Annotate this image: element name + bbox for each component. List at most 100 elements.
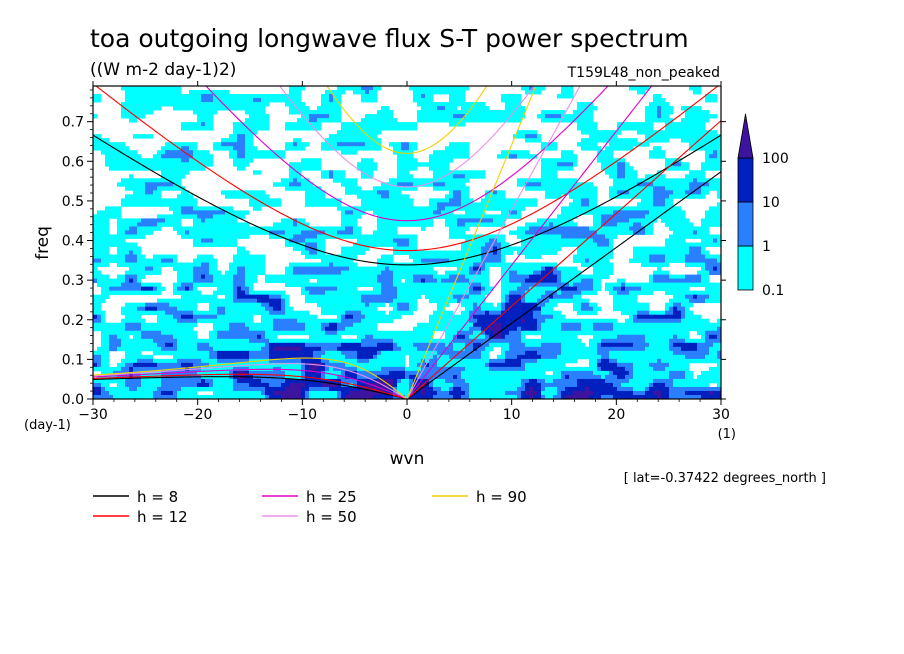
- power-cell: [677, 222, 682, 227]
- power-cell: [229, 146, 234, 151]
- power-cell: [389, 230, 394, 235]
- power-cell: [353, 146, 358, 151]
- power-cell: [169, 102, 174, 107]
- power-cell: [417, 278, 422, 284]
- power-cell: [525, 286, 530, 292]
- power-cell: [209, 110, 214, 115]
- power-cell: [277, 234, 282, 239]
- power-cell: [545, 270, 550, 275]
- power-cell: [153, 218, 158, 223]
- power-cell: [613, 190, 618, 195]
- power-cell: [249, 278, 254, 284]
- power-cell: [293, 94, 298, 99]
- power-cell: [605, 286, 610, 292]
- power-cell: [537, 230, 542, 235]
- power-cell: [661, 274, 666, 280]
- power-cell: [457, 230, 462, 235]
- power-cell: [105, 246, 110, 251]
- power-cell: [629, 166, 634, 171]
- power-cell: [237, 142, 242, 147]
- power-cell: [233, 266, 238, 271]
- power-cell: [177, 166, 182, 171]
- power-cell: [461, 218, 466, 223]
- power-cell: [413, 274, 418, 280]
- power-cell: [533, 298, 538, 304]
- power-cell: [101, 258, 106, 263]
- power-cell: [145, 162, 150, 167]
- power-cell: [149, 258, 154, 263]
- power-cell: [693, 242, 698, 247]
- power-cell: [437, 250, 442, 255]
- power-cell: [677, 210, 682, 215]
- power-cell: [257, 206, 262, 211]
- power-cell: [185, 266, 190, 271]
- power-cell: [273, 226, 278, 231]
- power-cell: [509, 198, 514, 203]
- power-cell: [241, 190, 246, 195]
- power-cell: [437, 162, 442, 167]
- power-cell: [249, 106, 254, 111]
- power-cell: [713, 138, 718, 143]
- power-cell: [401, 286, 406, 292]
- power-cell: [381, 194, 386, 199]
- power-cell: [161, 94, 166, 99]
- power-cell: [629, 290, 634, 296]
- power-cell: [145, 270, 150, 275]
- power-cell: [241, 154, 246, 159]
- power-cell: [177, 106, 182, 111]
- power-cell: [229, 286, 234, 292]
- power-cell: [693, 86, 698, 91]
- power-cell: [717, 154, 721, 159]
- power-cell: [245, 94, 250, 99]
- power-cell: [249, 198, 254, 203]
- power-cell: [689, 194, 694, 199]
- power-cell: [409, 158, 414, 163]
- power-cell: [241, 158, 246, 163]
- power-cell: [441, 102, 446, 107]
- power-cell: [641, 186, 646, 191]
- power-cell: [149, 226, 154, 231]
- power-cell: [185, 274, 190, 280]
- power-cell: [705, 218, 710, 223]
- power-cell: [389, 270, 394, 275]
- power-cell: [173, 178, 178, 183]
- power-cell: [601, 270, 606, 275]
- power-cell: [421, 278, 426, 284]
- power-cell: [617, 170, 622, 175]
- power-cell: [701, 162, 706, 167]
- power-cell: [537, 246, 542, 251]
- power-cell: [665, 290, 670, 296]
- power-cell: [341, 226, 346, 231]
- power-cell: [473, 206, 478, 211]
- power-cell: [297, 266, 302, 271]
- power-cell: [553, 246, 558, 251]
- power-cell: [589, 182, 594, 187]
- power-cell: [653, 182, 658, 187]
- power-cell: [233, 218, 238, 223]
- power-cell: [437, 114, 442, 119]
- power-cell: [109, 206, 114, 211]
- power-cell: [381, 218, 386, 223]
- power-cell: [673, 250, 678, 255]
- power-cell: [661, 210, 666, 215]
- power-cell: [269, 98, 274, 103]
- power-cell: [133, 202, 138, 207]
- power-cell: [125, 290, 130, 296]
- power-cell: [209, 262, 214, 267]
- power-cell: [473, 274, 478, 280]
- power-cell: [369, 130, 374, 135]
- power-cell: [225, 206, 230, 211]
- power-cell: [129, 110, 134, 115]
- power-cell: [593, 130, 598, 135]
- power-cell: [417, 162, 422, 167]
- power-cell: [369, 90, 374, 95]
- power-cell: [169, 214, 174, 219]
- power-cell: [665, 238, 670, 243]
- power-cell: [705, 190, 710, 195]
- power-cell: [117, 182, 122, 187]
- power-cell: [133, 98, 138, 103]
- power-cell: [701, 290, 706, 296]
- power-cell: [697, 194, 702, 199]
- power-cell: [377, 202, 382, 207]
- power-cell: [689, 274, 694, 280]
